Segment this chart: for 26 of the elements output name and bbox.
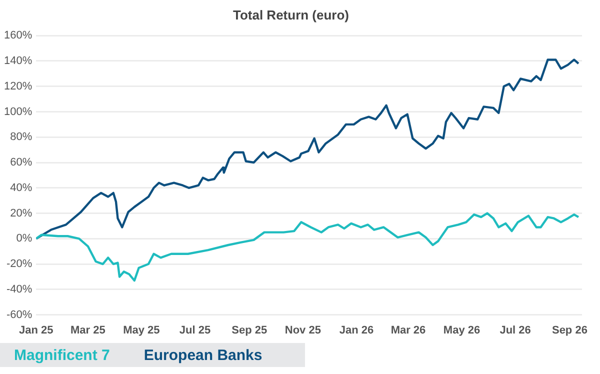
x-tick-label: Sep 25 [232,324,268,336]
y-tick-label: 160% [4,30,32,42]
x-tick-label: Jan 26 [339,324,374,336]
y-tick-label: 100% [4,106,32,118]
text: Magnificent 7 [14,346,110,364]
x-tick-label: Jul 26 [500,324,531,336]
x-tick-label: Sep 26 [552,324,588,336]
text: European Banks [144,346,262,364]
y-tick-label: 40% [10,182,32,194]
y-tick-label: -40% [6,283,32,296]
x-tick-label: Mar 26 [390,324,426,336]
chart-title: Total Return (euro) [232,7,350,22]
x-tick-label: May 25 [123,324,160,336]
y-tick-label: 80% [10,131,32,144]
y-tick-label: 120% [4,80,32,92]
y-tick-label: 0% [16,232,32,245]
x-tick-label: May 26 [443,324,480,336]
y-tick-label: -60% [6,308,32,321]
x-tick-label: Nov 25 [284,324,321,336]
y-tick-label: 20% [10,207,32,220]
y-tick-label: 60% [10,156,32,169]
y-tick-label: -20% [6,258,32,270]
y-tick-label: 140% [4,55,32,68]
x-tick-label: Jan 25 [19,324,54,336]
x-tick-label: Mar 25 [70,324,106,336]
x-tick-label: Jul 25 [179,324,211,336]
